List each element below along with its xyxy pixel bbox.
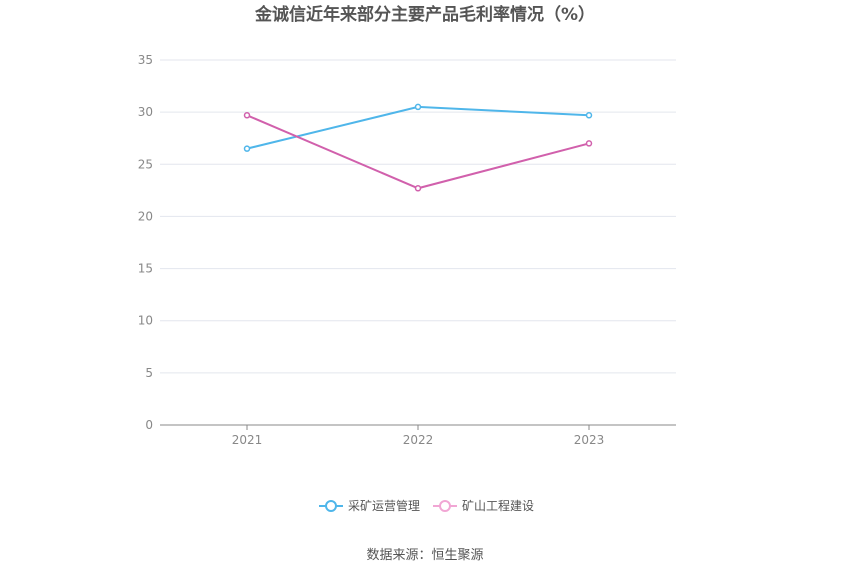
legend-label: 采矿运营管理 xyxy=(348,498,420,513)
x-tick-label: 2022 xyxy=(403,433,434,447)
y-tick-label: 35 xyxy=(138,53,153,67)
gridlines xyxy=(160,59,676,374)
x-axis: 2021 2022 2023 xyxy=(232,425,605,447)
series-group xyxy=(243,103,593,192)
y-tick-label: 15 xyxy=(138,262,153,276)
data-point[interactable] xyxy=(414,103,422,111)
data-point[interactable] xyxy=(414,185,422,192)
y-tick-label: 30 xyxy=(138,105,153,119)
x-tick-label: 2023 xyxy=(574,433,605,447)
y-tick-label: 20 xyxy=(138,209,153,223)
data-point[interactable] xyxy=(243,112,251,119)
y-axis: 0 5 10 15 20 25 30 35 xyxy=(138,53,153,432)
legend-marker-icon xyxy=(325,500,337,512)
series-line-1 xyxy=(246,105,590,150)
data-point[interactable] xyxy=(243,145,251,152)
legend-marker-icon xyxy=(439,500,451,512)
data-point[interactable] xyxy=(585,140,593,147)
y-tick-label: 5 xyxy=(145,366,153,380)
legend[interactable]: 采矿运营管理 矿山工程建设 xyxy=(319,498,534,513)
y-tick-label: 0 xyxy=(145,418,153,432)
legend-label: 矿山工程建设 xyxy=(462,498,534,513)
source-note: 数据来源：恒生聚源 xyxy=(366,548,483,563)
legend-item-2[interactable]: 矿山工程建设 xyxy=(433,498,534,513)
legend-item-1[interactable]: 采矿运营管理 xyxy=(319,498,420,513)
x-tick-label: 2021 xyxy=(232,433,263,447)
y-tick-label: 25 xyxy=(138,157,153,171)
series-line-2 xyxy=(246,114,590,190)
chart-title: 金诚信近年来部分主要产品毛利率情况（%） xyxy=(254,4,595,25)
y-tick-label: 10 xyxy=(138,314,153,328)
data-point[interactable] xyxy=(585,112,593,119)
